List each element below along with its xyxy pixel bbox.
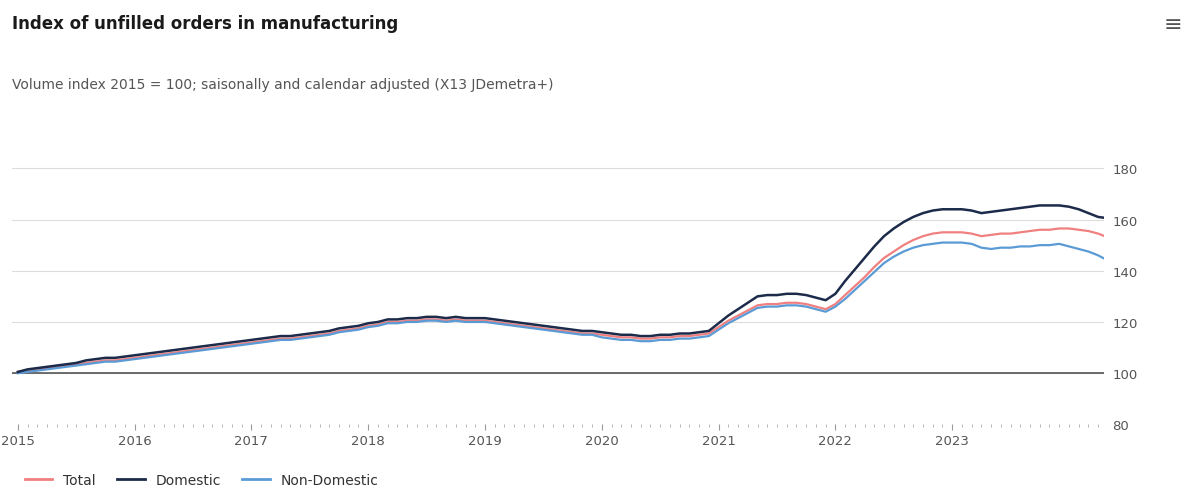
- Text: Volume index 2015 = 100; saisonally and calendar adjusted (X13 JDemetra+): Volume index 2015 = 100; saisonally and …: [12, 78, 553, 92]
- Text: Index of unfilled orders in manufacturing: Index of unfilled orders in manufacturin…: [12, 15, 398, 33]
- Legend: Total, Domestic, Non-Domestic: Total, Domestic, Non-Domestic: [19, 468, 384, 488]
- Text: ≡: ≡: [1163, 15, 1182, 35]
